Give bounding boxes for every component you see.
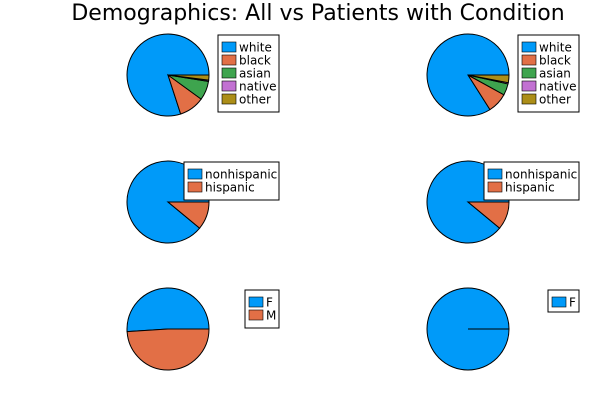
legend-label-other: other	[539, 93, 571, 107]
legend-swatch-other	[221, 93, 237, 105]
pie-chart-row3-left: FM	[126, 287, 280, 371]
legend-frame	[244, 289, 280, 329]
legend-label-nonhispanic: nonhispanic	[505, 168, 577, 182]
legend-swatch-F	[551, 296, 567, 308]
legend-swatch-hispanic	[187, 181, 203, 193]
legend-swatch-asian	[221, 67, 237, 79]
legend-swatch-native	[521, 80, 537, 92]
legend-row3-right: F	[547, 289, 580, 313]
legend-swatch-black	[521, 54, 537, 66]
pie-slice-hispanic	[166, 201, 210, 229]
pie-slice-hispanic	[466, 201, 510, 229]
legend-swatch-white	[521, 41, 537, 53]
legend-label-M: M	[266, 309, 276, 323]
legend-swatch-black	[221, 54, 237, 66]
legend-frame	[483, 161, 580, 201]
pie-slice-other	[467, 74, 510, 84]
legend-label-native: native	[539, 80, 576, 94]
pie-slice-M	[126, 328, 210, 371]
legend-label-hispanic: hispanic	[505, 181, 555, 195]
legend-label-hispanic: hispanic	[205, 181, 255, 195]
legend-label-asian: asian	[239, 67, 271, 81]
legend-frame	[183, 161, 280, 201]
legend-swatch-asian	[521, 67, 537, 79]
legend-swatch-white	[221, 41, 237, 53]
legend-label-F: F	[266, 296, 273, 310]
legend-label-other: other	[239, 93, 271, 107]
pie-chart-row3-right: F	[426, 287, 580, 371]
legend-swatch-F	[248, 296, 264, 308]
legend-swatch-nonhispanic	[187, 168, 203, 180]
legend-label-F: F	[569, 296, 576, 310]
pie-slice-F	[126, 287, 210, 333]
legend-label-native: native	[239, 80, 276, 94]
legend-label-nonhispanic: nonhispanic	[205, 168, 277, 182]
legend-label-black: black	[239, 54, 271, 68]
legend-swatch-native	[221, 80, 237, 92]
legend-label-white: white	[239, 41, 272, 55]
legend-swatch-hispanic	[487, 181, 503, 193]
legend-swatch-M	[248, 309, 264, 321]
legend-swatch-nonhispanic	[487, 168, 503, 180]
legend-label-asian: asian	[539, 67, 571, 81]
legend-label-white: white	[539, 41, 572, 55]
pie-charts: whiteblackasiannativeotherwhiteblackasia…	[126, 33, 580, 371]
legend-row3-left: FM	[244, 289, 280, 329]
legend-swatch-other	[521, 93, 537, 105]
figure-title: Demographics: All vs Patients with Condi…	[71, 1, 564, 26]
legend-label-black: black	[539, 54, 571, 68]
pie-slice-other	[167, 74, 210, 81]
